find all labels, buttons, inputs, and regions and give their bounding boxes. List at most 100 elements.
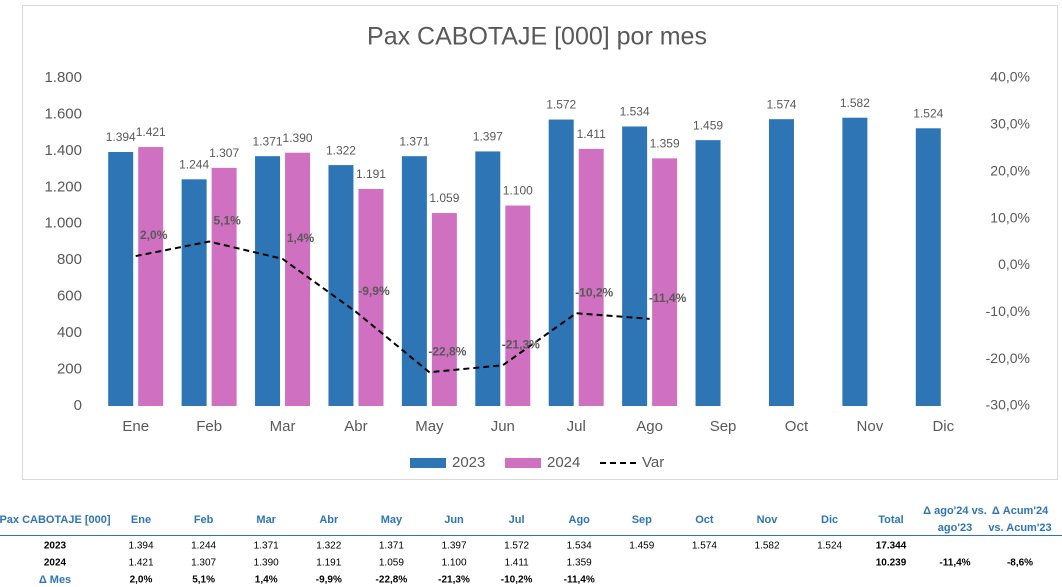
table-cell: 1.059: [379, 558, 404, 569]
table-cell: 1.371: [254, 541, 279, 552]
y2-tick-label: -20,0%: [986, 350, 1030, 366]
bar: [915, 128, 941, 406]
table-cell: 1.582: [754, 541, 779, 552]
table-header: Nov: [757, 514, 779, 526]
data-label: 1.371: [253, 134, 283, 148]
data-label: 1.534: [620, 105, 650, 119]
var-label: -22,8%: [428, 344, 466, 358]
table-cell: 1.397: [441, 541, 466, 552]
y2-tick-label: 40,0%: [990, 69, 1030, 85]
table-header: Δ ago'24 vs.: [923, 505, 987, 517]
table-header: Dic: [821, 514, 838, 526]
bar: [578, 148, 604, 406]
data-label: 1.100: [503, 184, 533, 198]
data-label: 1.322: [326, 143, 356, 157]
x-tick-label: May: [415, 418, 444, 435]
bar: [475, 151, 501, 406]
data-label: 1.390: [283, 131, 313, 145]
x-tick-label: Nov: [857, 418, 884, 435]
y-tick-label: 0: [74, 397, 82, 414]
table-header: Abr: [319, 514, 339, 526]
data-label: 1.371: [399, 134, 429, 148]
table-cell: 1.524: [817, 541, 842, 552]
legend-swatch: [410, 458, 446, 468]
table-header: Oct: [695, 514, 714, 526]
data-label: 1.459: [693, 118, 723, 132]
y-tick-label: 1.000: [44, 215, 82, 232]
var-label: 5,1%: [213, 214, 241, 228]
table-header: Feb: [194, 514, 214, 526]
bar: [431, 213, 457, 406]
table-header: Total: [878, 514, 903, 526]
y-tick-label: 1.800: [44, 69, 82, 86]
legend-label: 2024: [547, 454, 580, 471]
legend-label: 2023: [452, 454, 485, 471]
data-label: 1.059: [429, 191, 459, 205]
table-header: May: [381, 514, 403, 526]
table-delta: -8,6%: [1007, 558, 1033, 569]
y2-tick-label: 0,0%: [998, 256, 1030, 272]
table-cell: -10,2%: [501, 575, 533, 586]
table-cell: 1.534: [567, 541, 592, 552]
table-cell: 1.394: [128, 541, 153, 552]
y-tick-label: 600: [57, 288, 82, 305]
x-tick-label: Dic: [932, 418, 954, 435]
x-tick-label: Oct: [785, 418, 809, 435]
y-tick-label: 200: [57, 361, 82, 378]
y-tick-label: 800: [57, 251, 82, 268]
table-cell: 1.411: [504, 558, 529, 569]
table-cell: -9,9%: [316, 575, 342, 586]
x-tick-label: Sep: [710, 418, 737, 435]
table-cell: -21,3%: [438, 575, 470, 586]
bar: [181, 179, 207, 406]
var-label: 2,0%: [140, 228, 168, 242]
chart-title: Pax CABOTAJE [000] por mes: [367, 23, 707, 51]
bar: [622, 126, 648, 407]
y2-tick-label: -10,0%: [986, 303, 1030, 319]
bar: [358, 188, 384, 406]
y2-tick-label: -30,0%: [986, 397, 1030, 413]
bar: [401, 156, 427, 406]
bar: [505, 205, 531, 406]
x-tick-label: Ene: [122, 418, 149, 435]
data-label: 1.572: [546, 98, 576, 112]
table-total: 17.344: [876, 541, 907, 552]
table-cell: 1.359: [567, 558, 592, 569]
var-line: [135, 240, 650, 374]
y-tick-label: 400: [57, 324, 82, 341]
table-cell: 1.390: [254, 558, 279, 569]
x-tick-label: Abr: [344, 418, 367, 435]
data-label: 1.421: [136, 125, 166, 139]
table-header: Sep: [632, 514, 652, 526]
row-label: 2023: [44, 541, 67, 552]
bar: [842, 117, 868, 407]
y2-tick-label: 30,0%: [990, 116, 1030, 132]
table-cell: 1.574: [692, 541, 717, 552]
var-label: 1,4%: [287, 231, 315, 245]
bar: [328, 165, 354, 406]
y-tick-label: 1.600: [44, 105, 82, 122]
y2-tick-label: 20,0%: [990, 162, 1030, 178]
table-header: Δ Acum'24: [992, 505, 1049, 517]
legend-swatch: [505, 458, 541, 468]
y2-tick-label: 10,0%: [990, 209, 1030, 225]
table-cell: 1.459: [629, 541, 654, 552]
bar: [211, 167, 237, 406]
data-label: 1.411: [577, 127, 606, 141]
data-label: 1.574: [766, 97, 796, 111]
bar: [108, 151, 134, 406]
data-label: 1.244: [179, 157, 209, 171]
bar: [695, 140, 721, 407]
x-tick-label: Jun: [491, 418, 515, 435]
row-label: 2024: [44, 558, 67, 569]
var-label: -21,3%: [502, 337, 540, 351]
table-delta: -11,4%: [939, 558, 970, 569]
table-cell: 1.572: [504, 541, 529, 552]
data-label: 1.191: [356, 167, 386, 181]
x-tick-label: Feb: [196, 418, 222, 435]
bar: [285, 152, 311, 406]
data-label: 1.394: [106, 130, 136, 144]
data-label: 1.359: [650, 137, 680, 151]
data-label: 1.524: [913, 106, 943, 120]
